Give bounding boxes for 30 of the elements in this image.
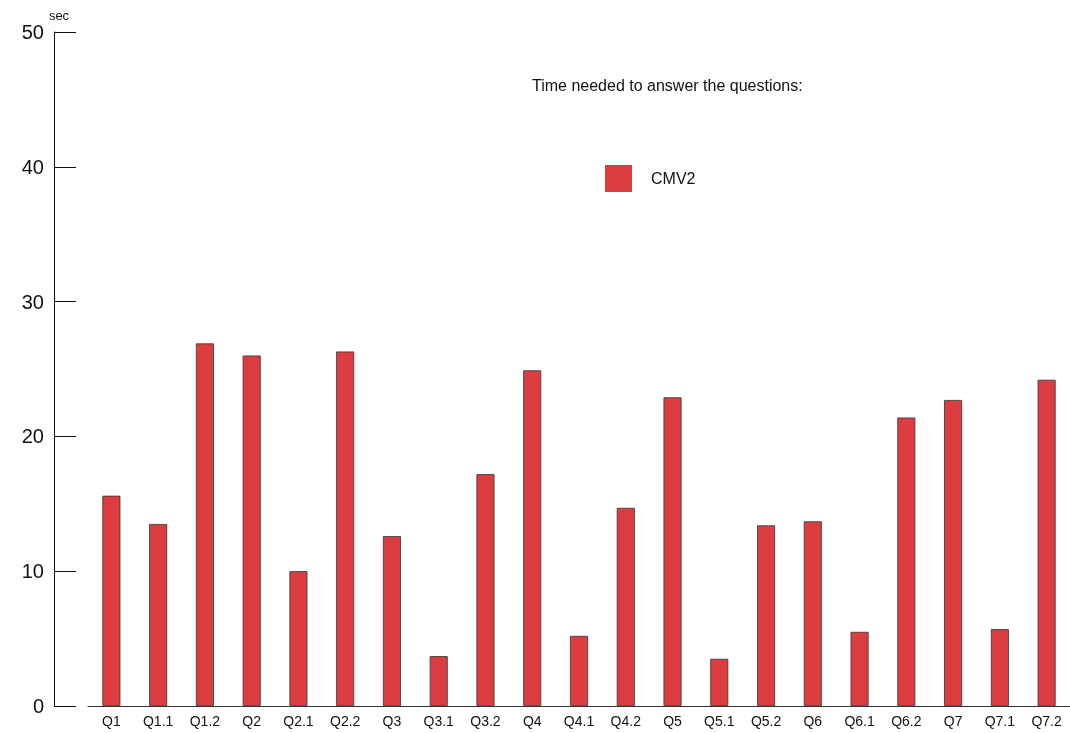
x-tick-label: Q1.1: [142, 713, 174, 729]
x-tick-label: Q7.1: [984, 713, 1016, 729]
x-tick-label: Q4.1: [563, 713, 595, 729]
x-tick-label: Q1.2: [189, 713, 221, 729]
x-tick-label: Q3.1: [423, 713, 455, 729]
x-tick-label: Q7.2: [1031, 713, 1062, 729]
x-tick-label: Q2: [242, 713, 262, 729]
x-tick-label: Q2.2: [330, 713, 361, 729]
x-tick-label: Q5.1: [704, 713, 735, 729]
x-tick-label: Q4.2: [610, 713, 642, 729]
x-tick-label: Q3: [382, 713, 402, 729]
y-tick-label: 10: [21, 560, 44, 583]
x-tick-label: Q6: [803, 713, 823, 729]
x-tick-label: Q5.2: [750, 713, 782, 729]
x-tick-label: Q7: [943, 713, 963, 729]
y-tick-label: 20: [21, 425, 44, 448]
y-tick-label: 30: [21, 290, 44, 313]
x-tick-label: Q4: [522, 713, 542, 729]
x-tick-label: Q6.1: [844, 713, 875, 729]
y-tick-label: 50: [21, 21, 44, 43]
y-axis-title: sec: [48, 8, 70, 24]
legend-label: CMV2: [651, 170, 696, 187]
x-tick-label: Q6.2: [891, 713, 922, 729]
text: Time needed to answer the questions:: [532, 76, 803, 94]
x-tick-label: Q3.2: [470, 713, 501, 729]
x-tick-label: Q1: [102, 713, 121, 729]
x-tick-label: Q2.1: [283, 713, 314, 729]
y-tick-label: 40: [21, 155, 44, 178]
x-tick-label: Q5: [663, 713, 683, 729]
y-tick-label: 0: [32, 695, 44, 717]
